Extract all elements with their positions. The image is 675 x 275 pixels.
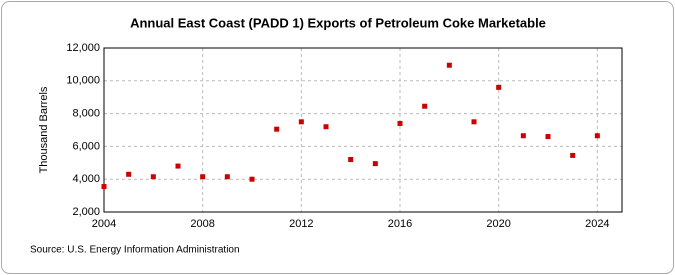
x-tick-label: 2016 — [388, 218, 412, 230]
x-tick-label: 2008 — [190, 218, 214, 230]
chart-title: Annual East Coast (PADD 1) Exports of Pe… — [130, 15, 546, 30]
point — [101, 184, 107, 190]
point — [126, 171, 132, 177]
plot-border — [103, 47, 623, 213]
x-tick-label: 2024 — [585, 218, 609, 230]
y-tick-label: 12,000 — [66, 42, 100, 54]
y-tick-label: 2,000 — [72, 206, 100, 218]
point — [175, 163, 181, 169]
point — [570, 152, 576, 158]
point — [372, 161, 378, 167]
y-axis-label: Thousand Barrels — [38, 86, 50, 173]
point — [298, 119, 304, 125]
point — [422, 103, 428, 109]
point — [348, 157, 354, 163]
y-tick-label: 8,000 — [72, 108, 100, 120]
point — [323, 124, 329, 130]
y-tick-label: 6,000 — [72, 140, 100, 152]
point — [594, 133, 600, 139]
point — [471, 119, 477, 125]
point — [520, 133, 526, 139]
point — [200, 174, 206, 180]
point — [496, 84, 502, 90]
x-tick-label: 2012 — [289, 218, 313, 230]
x-tick-label: 2020 — [486, 218, 510, 230]
point — [224, 174, 230, 180]
source: Source: U.S. Energy Information Administ… — [30, 245, 240, 256]
point — [150, 174, 156, 180]
x-tick-label: 2004 — [92, 218, 116, 230]
y-tick-label: 4,000 — [72, 173, 100, 185]
point — [545, 134, 551, 140]
point — [249, 176, 255, 182]
y-tick-label: 10,000 — [66, 75, 100, 87]
point — [274, 126, 280, 132]
point — [397, 120, 403, 126]
point — [446, 62, 452, 68]
